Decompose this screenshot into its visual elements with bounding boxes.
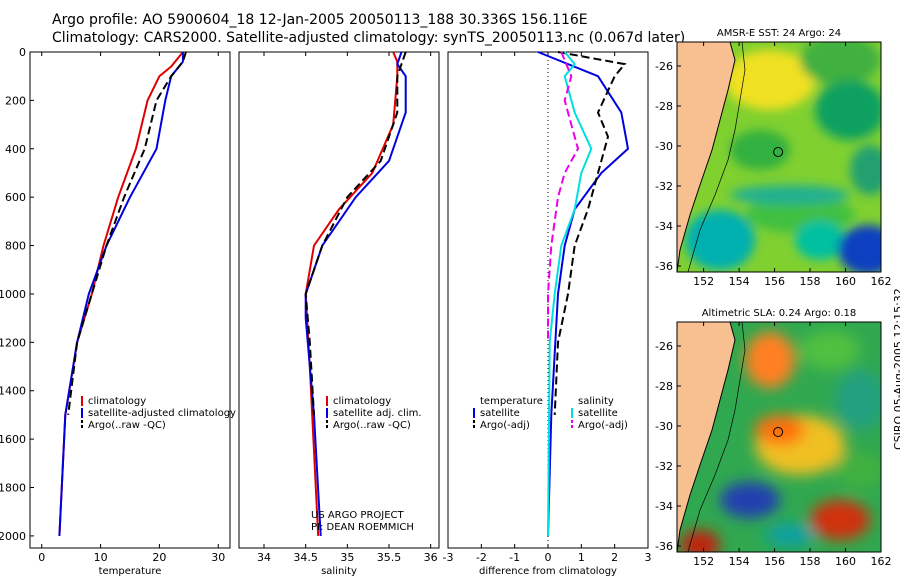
difference-legend-entry: salinity [578,396,614,407]
sla_map-profile-marker [773,427,784,437]
salinity-frame [238,51,440,549]
difference-xtick-label: 0 [545,551,552,564]
salinity-xlabel: salinity [321,566,357,577]
difference-legend-entry: Argo(-adj) [578,420,628,431]
figure-title-line1: Argo profile: AO 5900604_18 12-Jan-2005 … [52,12,588,28]
salinity-xtick-label: 35 [340,551,354,564]
sst_map-ytick-label: -30 [655,140,673,153]
sst_map-xtick-label: 158 [800,275,821,288]
temperature-xtick-label: 0 [38,551,45,564]
temperature-ytick-label: 200 [5,94,26,107]
difference-series-2 [547,51,593,536]
difference-xtick-label: -2 [476,551,487,564]
sla_map-ytick-label: -36 [655,540,673,553]
difference-xtick-label: 1 [578,551,585,564]
temperature-legend-entry: Argo(..raw -QC) [88,420,166,431]
sla_map-xtick-label: 160 [835,555,856,568]
sla_map-xtick-label: 154 [729,555,750,568]
sst_map-xtick-label: 152 [693,275,714,288]
salinity-series-1 [304,51,407,536]
temperature-ytick-label: 800 [5,240,26,253]
temperature-ytick-label: 1600 [0,433,26,446]
difference-legend-entry: satellite [578,408,618,419]
sst_map-ytick-label: -32 [655,180,673,193]
difference-legend-entry: satellite [480,408,520,419]
temperature-ytick-label: 1000 [0,288,26,301]
sst_map-frame [676,41,882,273]
sst_map-title: AMSR-E SST: 24 Argo: 24 [717,28,841,39]
difference-series-3 [547,51,580,343]
difference-xtick-label: 2 [611,551,618,564]
temperature-ytick-label: 400 [5,143,26,156]
difference-xtick-label: -1 [509,551,520,564]
temperature-ytick-label: 1200 [0,336,26,349]
salinity-annotation: US ARGO PROJECT [311,510,405,521]
sla_map-frame [676,321,882,553]
sla_map-xtick-label: 158 [800,555,821,568]
sla_map-ytick-label: -32 [655,460,673,473]
sst_map-xtick-label: 154 [729,275,750,288]
temperature-ytick-label: 0 [19,46,26,59]
salinity-annotation: PI: DEAN ROEMMICH [311,522,414,533]
sst-field [677,42,881,272]
temperature-series-0 [58,51,184,536]
temperature-frame [29,51,231,549]
difference-xtick-label: -3 [443,551,454,564]
sla_map-xtick-label: 152 [693,555,714,568]
sla_map-ytick-label: -34 [655,500,673,513]
sst_map-xtick-label: 156 [764,275,785,288]
sla_map-ytick-label: -30 [655,420,673,433]
salinity-legend-entry: climatology [333,396,391,407]
salinity-legend-entry: satellite adj. clim. [333,408,422,419]
temperature-series-1 [58,52,184,536]
sla-field [677,322,881,552]
difference-series-0 [537,51,630,536]
salinity-series-2 [304,51,407,415]
salinity-xtick-label: 34.5 [293,551,318,564]
temperature-series-2 [67,51,187,416]
sst_map-ytick-label: -26 [655,60,673,73]
sst_map-xtick-label: 160 [835,275,856,288]
temperature-ytick-label: 600 [5,191,26,204]
sst_map-ytick-label: -36 [655,260,673,273]
sla_map-title: Altimetric SLA: 0.24 Argo: 0.18 [702,308,857,319]
temperature-xlabel: temperature [99,566,162,577]
temperature-ytick-label: 2000 [0,530,26,543]
temperature-legend-entry: satellite-adjusted climatology [88,408,236,419]
difference-xlabel: difference from climatology [479,566,617,577]
temperature-xtick-label: 30 [211,551,225,564]
difference-xtick-label: 3 [645,551,652,564]
difference-series-1 [553,51,627,415]
sla_map-ytick-label: -26 [655,340,673,353]
salinity-series-0 [304,51,399,536]
temperature-ytick-label: 1400 [0,385,26,398]
sla_map-ytick-label: -28 [655,380,673,393]
difference-legend-entry: temperature [480,396,543,407]
salinity-xtick-label: 36 [424,551,438,564]
sst_map-profile-marker [773,147,784,157]
difference-legend-entry: Argo(-adj) [480,420,530,431]
temperature-legend-entry: climatology [88,396,146,407]
sst_map-xtick-label: 162 [871,275,892,288]
sla_map-xtick-label: 162 [871,555,892,568]
figure-title-line2: Climatology: CARS2000. Satellite-adjuste… [52,30,686,46]
temperature-xtick-label: 20 [152,551,166,564]
sst_map-ytick-label: -34 [655,220,673,233]
sla_map-xtick-label: 156 [764,555,785,568]
sst_map-ytick-label: -28 [655,100,673,113]
salinity-legend-entry: Argo(..raw -QC) [333,420,411,431]
temperature-ytick-label: 1800 [0,482,26,495]
salinity-xtick-label: 35.5 [377,551,402,564]
temperature-xtick-label: 10 [94,551,108,564]
salinity-xtick-label: 34 [257,551,271,564]
